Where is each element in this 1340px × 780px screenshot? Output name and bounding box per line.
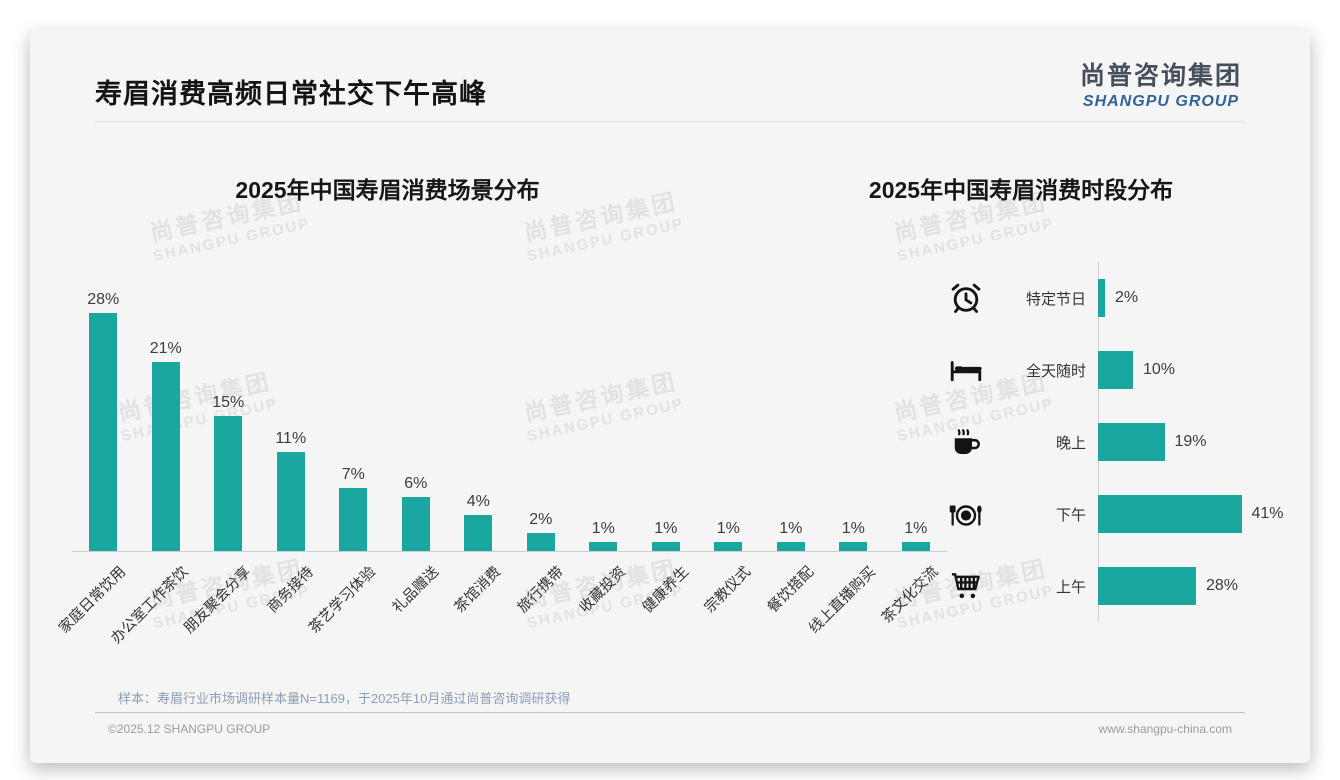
- category-label: 宗教仪式: [702, 563, 755, 617]
- time-row: 全天随时 10%: [948, 334, 1288, 406]
- bar: [401, 497, 430, 551]
- scenario-bar-column: 21% 办公室工作茶饮: [109, 291, 198, 647]
- bar: [1098, 423, 1165, 461]
- time-chart-title: 2025年中国寿眉消费时段分布: [868, 177, 1174, 203]
- scenario-bar-column: 11% 商务接待: [260, 291, 323, 616]
- bar: [339, 488, 368, 551]
- scenario-bar-chart: 28% 家庭日常饮用 21% 办公室工作茶饮 15% 朋友聚会分享 11% 商务接待 7% 茶艺学…: [57, 291, 948, 647]
- scenario-bar-column: 1% 茶文化交流: [879, 291, 948, 626]
- bar-value-label: 28%: [1206, 577, 1239, 594]
- time-category-label: 下午: [1055, 506, 1086, 524]
- bar: [214, 416, 243, 551]
- scenario-bar-column: 1% 餐饮搭配: [760, 291, 823, 616]
- scenario-bar-column: 1% 收藏投资: [572, 291, 635, 616]
- bar: [276, 452, 305, 551]
- bar: [151, 362, 180, 551]
- scenario-bar-column: 2% 旅行携带: [510, 291, 573, 616]
- bar: [1098, 351, 1133, 389]
- copyright-text: ©2025.12 SHANGPU GROUP: [108, 722, 271, 736]
- bar-value-label: 1%: [591, 520, 615, 537]
- bar: [1098, 279, 1105, 317]
- category-label: 茶文化交流: [879, 563, 942, 627]
- bar-value-label: 4%: [466, 493, 490, 510]
- bar-value-label: 1%: [904, 520, 928, 537]
- bar-value-label: 10%: [1143, 361, 1176, 378]
- category-label: 餐饮搭配: [764, 563, 817, 617]
- category-label: 礼品赠送: [389, 563, 442, 617]
- time-row: 特定节日 2%: [948, 262, 1288, 334]
- footer-divider: [95, 712, 1245, 713]
- scenario-bar-column: 6% 礼品赠送: [385, 291, 448, 616]
- bar-value-label: 1%: [654, 520, 678, 537]
- dining-icon: [948, 496, 992, 532]
- category-label: 茶馆消费: [452, 563, 505, 617]
- time-bar-chart: 特定节日 2% 全天随时 10% 晚上 19% 下午 41% 上午 28%: [948, 262, 1288, 622]
- bar-value-label: 28%: [87, 291, 120, 308]
- category-label: 收藏投资: [577, 563, 630, 617]
- bar-value-label: 7%: [341, 466, 365, 483]
- scenario-x-axis: [72, 551, 947, 552]
- bar: [89, 313, 118, 551]
- bar-value-label: 19%: [1174, 433, 1207, 450]
- bar: [901, 542, 930, 551]
- bar: [714, 542, 743, 551]
- bar-value-label: 2%: [529, 511, 553, 528]
- website-text: www.shangpu-china.com: [1098, 722, 1232, 736]
- bar-value-label: 11%: [275, 430, 307, 447]
- bar-value-label: 21%: [149, 340, 182, 357]
- sample-note: 样本：寿眉行业市场调研样本量N=1169，于2025年10月通过尚普咨询调研获得: [118, 691, 571, 706]
- category-label: 旅行携带: [514, 563, 567, 617]
- logo-chinese-text: 尚普咨询集团: [1079, 62, 1242, 90]
- bar: [839, 542, 868, 551]
- scenario-bar-column: 7% 茶艺学习体验: [307, 291, 385, 637]
- title-divider: [95, 121, 1245, 122]
- category-label: 健康养生: [639, 563, 692, 617]
- company-logo: 尚普咨询集团 SHANGPU GROUP: [1080, 56, 1242, 111]
- bar-value-label: 2%: [1115, 289, 1139, 306]
- time-row: 晚上 19%: [948, 406, 1288, 478]
- bar: [1098, 495, 1242, 533]
- shopping-cart-icon: [948, 568, 992, 604]
- alarm-clock-icon: [948, 280, 992, 316]
- scenario-bar-column: 1% 线上直播购买: [807, 291, 885, 637]
- bar: [464, 515, 493, 551]
- bar: [526, 533, 555, 551]
- bar: [1098, 567, 1196, 605]
- bar: [589, 542, 618, 551]
- logo-english-text: SHANGPU GROUP: [1082, 93, 1240, 110]
- time-category-label: 特定节日: [1025, 290, 1086, 308]
- bar-value-label: 41%: [1251, 505, 1284, 522]
- bar: [651, 542, 680, 551]
- bar: [776, 542, 805, 551]
- bar-value-label: 15%: [212, 394, 245, 411]
- time-row: 上午 28%: [948, 550, 1288, 622]
- category-label: 商务接待: [264, 563, 317, 617]
- bar-value-label: 1%: [716, 520, 740, 537]
- time-category-label: 全天随时: [1025, 362, 1086, 380]
- scenario-bar-column: 1% 宗教仪式: [697, 291, 760, 616]
- scenario-bar-column: 1% 健康养生: [635, 291, 698, 616]
- scenario-chart-title: 2025年中国寿眉消费场景分布: [235, 177, 540, 203]
- bar-value-label: 1%: [841, 520, 865, 537]
- page-title: 寿眉消费高频日常社交下午高峰: [95, 79, 487, 109]
- bar-value-label: 1%: [779, 520, 803, 537]
- time-category-label: 晚上: [1055, 434, 1086, 452]
- scenario-bar-column: 15% 朋友聚会分享: [182, 291, 260, 637]
- time-row: 下午 41%: [948, 478, 1288, 550]
- scenario-bar-column: 28% 家庭日常饮用: [57, 291, 135, 637]
- hot-drink-icon: [948, 424, 992, 460]
- report-slide: 尚普咨询集团 SHANGPU GROUP 尚普咨询集团 SHANGPU GROUP 尚普…: [30, 30, 1310, 763]
- bed-icon: [948, 352, 992, 388]
- scenario-bar-column: 4% 茶馆消费: [447, 291, 510, 616]
- time-category-label: 上午: [1055, 578, 1086, 596]
- bar-value-label: 6%: [404, 475, 428, 492]
